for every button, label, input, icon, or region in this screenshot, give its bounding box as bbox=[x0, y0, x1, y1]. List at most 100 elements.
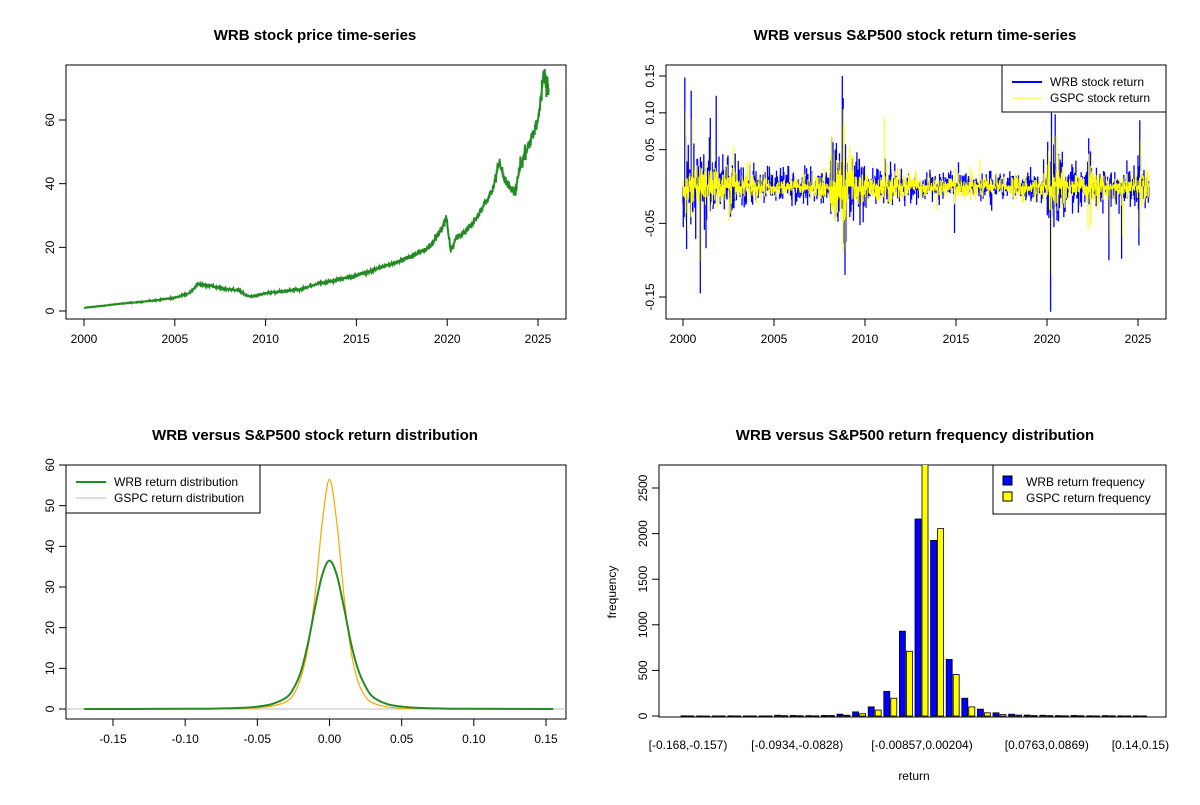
wrb-bar bbox=[1039, 714, 1047, 717]
x-tick-label: -0.15 bbox=[99, 732, 127, 746]
legend-label-wrb: WRB stock return bbox=[1050, 75, 1144, 89]
y-tick-label: 30 bbox=[43, 580, 57, 594]
wrb-bar bbox=[1101, 715, 1109, 717]
legend-box bbox=[65, 464, 261, 514]
wrb-bar bbox=[1117, 715, 1125, 717]
gspc-bar bbox=[952, 674, 960, 717]
wrb-bar bbox=[696, 715, 703, 717]
x-category-label: [-0.00857,0.00204) bbox=[871, 738, 972, 752]
wrb-bar bbox=[1133, 715, 1140, 717]
gspc-bar bbox=[734, 715, 742, 717]
gspc-bar bbox=[874, 709, 882, 717]
wrb-bar bbox=[805, 715, 813, 717]
histogram-bars bbox=[680, 465, 1147, 717]
gspc-bar bbox=[718, 715, 726, 717]
wrb-bar bbox=[852, 711, 859, 717]
histogram-panel: WRB versus S&P500 return frequency distr… bbox=[605, 427, 1169, 783]
x-category-label: [-0.168,-0.157) bbox=[649, 738, 728, 752]
wrb-bar bbox=[1055, 715, 1062, 717]
gspc-bar bbox=[781, 715, 788, 717]
density-title: WRB versus S&P500 stock return distribut… bbox=[152, 427, 478, 444]
x-category-label: [0.14,0.15) bbox=[1112, 738, 1169, 752]
gspc-bar bbox=[890, 697, 898, 717]
x-tick-label: 0.00 bbox=[318, 732, 342, 746]
gspc-bar bbox=[906, 650, 913, 717]
wrb-bar bbox=[743, 715, 750, 717]
gspc-bar bbox=[750, 715, 757, 717]
y-tick-label: 0.10 bbox=[643, 101, 657, 125]
y-tick-label: 40 bbox=[43, 539, 57, 553]
gspc-bar bbox=[1077, 715, 1085, 717]
wrb-bar bbox=[930, 540, 937, 717]
legend-label-wrb: WRB return distribution bbox=[114, 475, 238, 489]
legend-swatch-gspc bbox=[1002, 491, 1013, 502]
legend-box bbox=[992, 464, 1167, 515]
gspc-bar bbox=[828, 715, 835, 717]
return-timeseries-panel: WRB versus S&P500 stock return time-seri… bbox=[643, 27, 1167, 346]
x-tick-label: 0.10 bbox=[462, 732, 486, 746]
gspc-bar bbox=[812, 715, 820, 717]
y-tick-label: 0.05 bbox=[643, 138, 657, 162]
wrb-bar bbox=[774, 714, 781, 717]
y-tick-label: 0.15 bbox=[643, 64, 657, 88]
gspc-bar bbox=[765, 715, 773, 717]
gspc-bar bbox=[968, 706, 976, 717]
y-tick-label: 40 bbox=[43, 177, 57, 191]
wrb-bar bbox=[758, 715, 766, 717]
x-tick-label: 2025 bbox=[1125, 332, 1152, 346]
x-tick-label: 2020 bbox=[1034, 332, 1061, 346]
gspc-bar bbox=[999, 714, 1007, 717]
wrb-bar bbox=[899, 630, 906, 717]
wrb-bar bbox=[883, 690, 891, 717]
wrb-bar bbox=[680, 715, 688, 717]
y-tick-label: 0 bbox=[43, 307, 57, 314]
y-tick-label: 0 bbox=[43, 705, 57, 712]
legend-box bbox=[1001, 64, 1167, 113]
y-tick-label: 50 bbox=[43, 499, 57, 513]
y-tick-label: 20 bbox=[43, 240, 57, 254]
x-tick-label: 2025 bbox=[525, 332, 552, 346]
x-tick-label: 2000 bbox=[71, 332, 98, 346]
x-tick-label: 2000 bbox=[670, 332, 697, 346]
gspc-bar bbox=[1046, 715, 1054, 717]
gspc-bar bbox=[1015, 714, 1022, 717]
gspc-bar bbox=[859, 713, 866, 717]
price-chart-title: WRB stock price time-series bbox=[214, 27, 417, 44]
wrb-bar bbox=[867, 706, 875, 717]
x-category-label: [-0.0934,-0.0828) bbox=[751, 738, 843, 752]
x-category-label: [0.0763,0.0869) bbox=[1005, 738, 1089, 752]
y-tick-label: 2500 bbox=[636, 474, 650, 501]
y-tick-label: 1000 bbox=[636, 611, 650, 638]
legend-label-gspc: GSPC return frequency bbox=[1026, 491, 1151, 505]
gspc-bar bbox=[796, 715, 804, 717]
y-tick-label: 10 bbox=[43, 661, 57, 675]
x-tick-label: 2015 bbox=[343, 332, 370, 346]
x-tick-label: -0.10 bbox=[171, 732, 199, 746]
y-tick-label: 0 bbox=[636, 712, 650, 719]
gspc-return-series bbox=[682, 109, 1150, 275]
wrb-bar bbox=[992, 712, 1000, 717]
y-tick-label: 500 bbox=[636, 660, 650, 680]
wrb-bar bbox=[711, 715, 719, 717]
wrb-bar bbox=[1023, 714, 1031, 717]
histogram-title: WRB versus S&P500 return frequency distr… bbox=[736, 427, 1094, 444]
gspc-bar bbox=[921, 465, 929, 717]
y-tick-label: -0.15 bbox=[643, 283, 657, 311]
x-tick-label: 2015 bbox=[943, 332, 970, 346]
y-tick-label: 60 bbox=[43, 458, 57, 472]
wrb-bar bbox=[945, 659, 953, 717]
x-tick-label: 0.05 bbox=[390, 732, 414, 746]
wrb-bar bbox=[961, 697, 969, 717]
price-panel: WRB stock price time-series 2000 2005 2010… bbox=[43, 27, 567, 346]
x-tick-label: 0.15 bbox=[534, 732, 558, 746]
wrb-bar bbox=[836, 713, 844, 717]
histogram-ylabel: frequency bbox=[605, 566, 619, 619]
legend-swatch-wrb bbox=[1002, 475, 1013, 486]
gspc-bar bbox=[1030, 715, 1038, 717]
gspc-bar bbox=[984, 712, 991, 717]
return-timeseries-title: WRB versus S&P500 stock return time-seri… bbox=[754, 27, 1077, 44]
gspc-bar bbox=[1124, 715, 1132, 717]
gspc-bar bbox=[937, 528, 944, 717]
gspc-bar bbox=[843, 714, 851, 717]
gspc-bar bbox=[687, 715, 695, 717]
